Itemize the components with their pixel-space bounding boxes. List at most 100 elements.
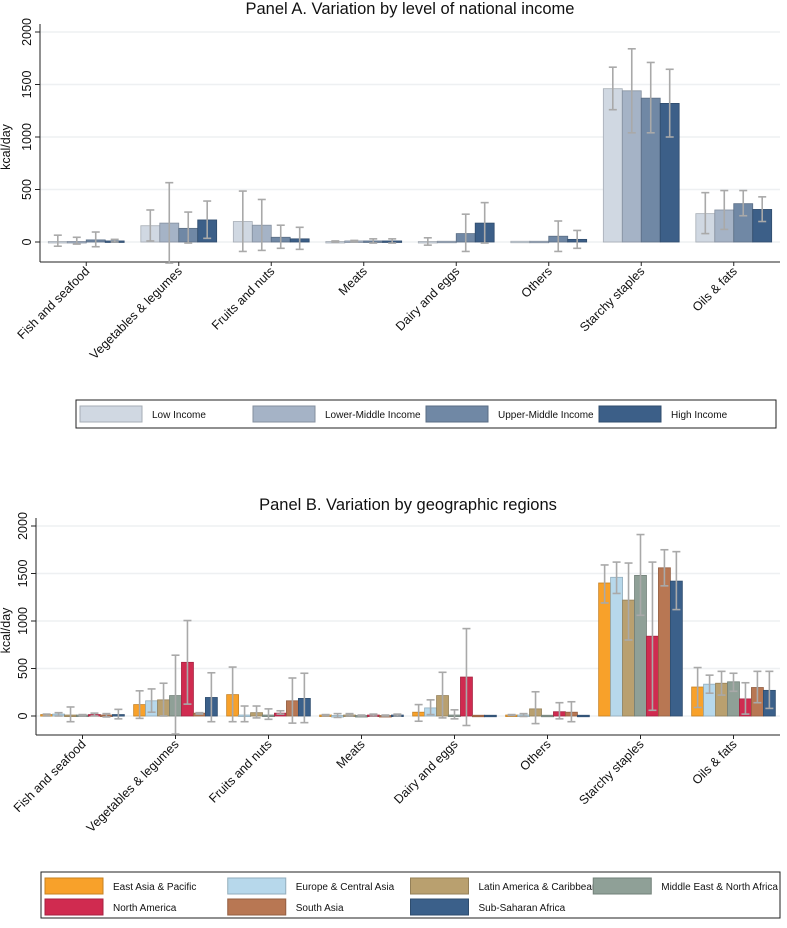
y-tick-label: 2000 bbox=[20, 18, 34, 46]
error-bar bbox=[519, 712, 528, 718]
bar bbox=[436, 240, 457, 244]
error-bar bbox=[90, 712, 99, 717]
error-bar bbox=[276, 709, 285, 715]
error-bar bbox=[72, 236, 81, 245]
error-bar bbox=[207, 671, 216, 723]
error-bar bbox=[228, 666, 237, 723]
error-bar bbox=[567, 700, 576, 723]
y-axis-label: kcal/day bbox=[0, 123, 13, 170]
bar bbox=[529, 240, 550, 244]
error-bar bbox=[660, 548, 669, 587]
bar bbox=[602, 88, 623, 243]
error-bar bbox=[264, 708, 273, 721]
x-tick-label: Starchy staples bbox=[576, 737, 646, 807]
error-bar bbox=[257, 198, 266, 252]
error-bar bbox=[381, 714, 390, 717]
error-bar bbox=[627, 47, 636, 134]
legend-item: Latin America & Caribbean bbox=[410, 877, 597, 895]
error-bar bbox=[66, 706, 75, 723]
x-tick-label: Others bbox=[518, 264, 554, 300]
legend-swatch bbox=[79, 405, 143, 423]
legend-label: North America bbox=[113, 903, 177, 914]
error-bar bbox=[78, 713, 87, 717]
legend-swatch bbox=[44, 877, 104, 895]
bar bbox=[472, 714, 485, 718]
error-bar bbox=[165, 181, 174, 264]
error-bar bbox=[146, 209, 155, 242]
x-tick-label: Others bbox=[517, 737, 553, 773]
y-tick-label: 0 bbox=[16, 712, 30, 719]
x-tick-label: Oils & fats bbox=[690, 264, 740, 314]
legend-swatch bbox=[252, 405, 316, 423]
chart-title: Panel A. Variation by level of national … bbox=[246, 0, 575, 18]
error-bar bbox=[693, 666, 702, 709]
error-bar bbox=[110, 238, 119, 243]
error-bar bbox=[612, 561, 621, 595]
error-bar bbox=[462, 627, 471, 727]
error-bar bbox=[357, 714, 366, 717]
legend-label: Upper-Middle Income bbox=[498, 410, 594, 421]
error-bar bbox=[555, 701, 564, 720]
error-bar bbox=[388, 238, 397, 244]
error-bar bbox=[648, 561, 657, 712]
legend-item: South Asia bbox=[227, 898, 344, 916]
error-bar bbox=[717, 670, 726, 696]
error-bar bbox=[554, 220, 563, 253]
error-bar bbox=[480, 201, 489, 244]
error-bar bbox=[195, 711, 204, 715]
error-bar bbox=[288, 677, 297, 724]
legend-label: East Asia & Pacific bbox=[113, 882, 196, 893]
legend-item: Low Income bbox=[79, 405, 206, 423]
error-bar bbox=[240, 705, 249, 723]
error-bar bbox=[345, 712, 354, 717]
error-bar bbox=[147, 688, 156, 714]
y-tick-label: 0 bbox=[20, 238, 34, 245]
error-bar bbox=[42, 713, 51, 717]
error-bar bbox=[321, 713, 330, 717]
error-bar bbox=[739, 189, 748, 217]
error-bar bbox=[350, 239, 359, 243]
legend-item: East Asia & Pacific bbox=[44, 877, 196, 895]
x-tick-label: Fruits and nuts bbox=[209, 264, 277, 332]
x-tick-label: Fish and seafood bbox=[15, 264, 93, 342]
bar bbox=[510, 240, 531, 244]
error-bar bbox=[300, 672, 309, 724]
error-bar bbox=[608, 66, 617, 111]
error-bar bbox=[461, 213, 470, 253]
legend: Low Income Lower-Middle Income Upper-Middl… bbox=[75, 399, 777, 429]
error-bar bbox=[600, 564, 609, 604]
error-bar bbox=[331, 240, 340, 243]
error-bar bbox=[252, 705, 261, 719]
bar bbox=[610, 576, 623, 717]
legend-swatch bbox=[227, 877, 287, 895]
x-tick-label: Fish and seafood bbox=[11, 737, 89, 815]
x-tick-label: Dairy and eggs bbox=[393, 264, 462, 333]
x-tick-label: Starchy staples bbox=[577, 264, 647, 334]
error-bar bbox=[184, 211, 193, 244]
legend-item: Upper-Middle Income bbox=[425, 405, 594, 423]
error-bar bbox=[765, 670, 774, 710]
x-tick-label: Oils & fats bbox=[689, 737, 739, 787]
x-tick-label: Dairy and eggs bbox=[391, 737, 460, 806]
y-tick-label: 1500 bbox=[16, 560, 30, 588]
legend-item: High Income bbox=[598, 405, 728, 423]
error-bar bbox=[393, 713, 402, 717]
error-bar bbox=[423, 237, 432, 246]
legend-swatch bbox=[425, 405, 489, 423]
error-bar bbox=[91, 231, 100, 248]
y-axis-label: kcal/day bbox=[0, 607, 13, 654]
legend-swatch bbox=[410, 877, 469, 895]
y-tick-label: 500 bbox=[20, 179, 34, 200]
legend-swatch bbox=[598, 405, 662, 423]
legend-label: Low Income bbox=[152, 410, 206, 421]
error-bar bbox=[54, 711, 63, 717]
legend-swatch bbox=[44, 898, 104, 916]
x-tick-label: Meats bbox=[334, 737, 368, 771]
bar bbox=[541, 714, 554, 718]
legend-item: Europe & Central Asia bbox=[227, 877, 395, 895]
error-bar bbox=[333, 712, 342, 719]
error-bar bbox=[758, 196, 767, 223]
legend-item: Lower-Middle Income bbox=[252, 405, 421, 423]
y-tick-label: 1000 bbox=[20, 123, 34, 151]
